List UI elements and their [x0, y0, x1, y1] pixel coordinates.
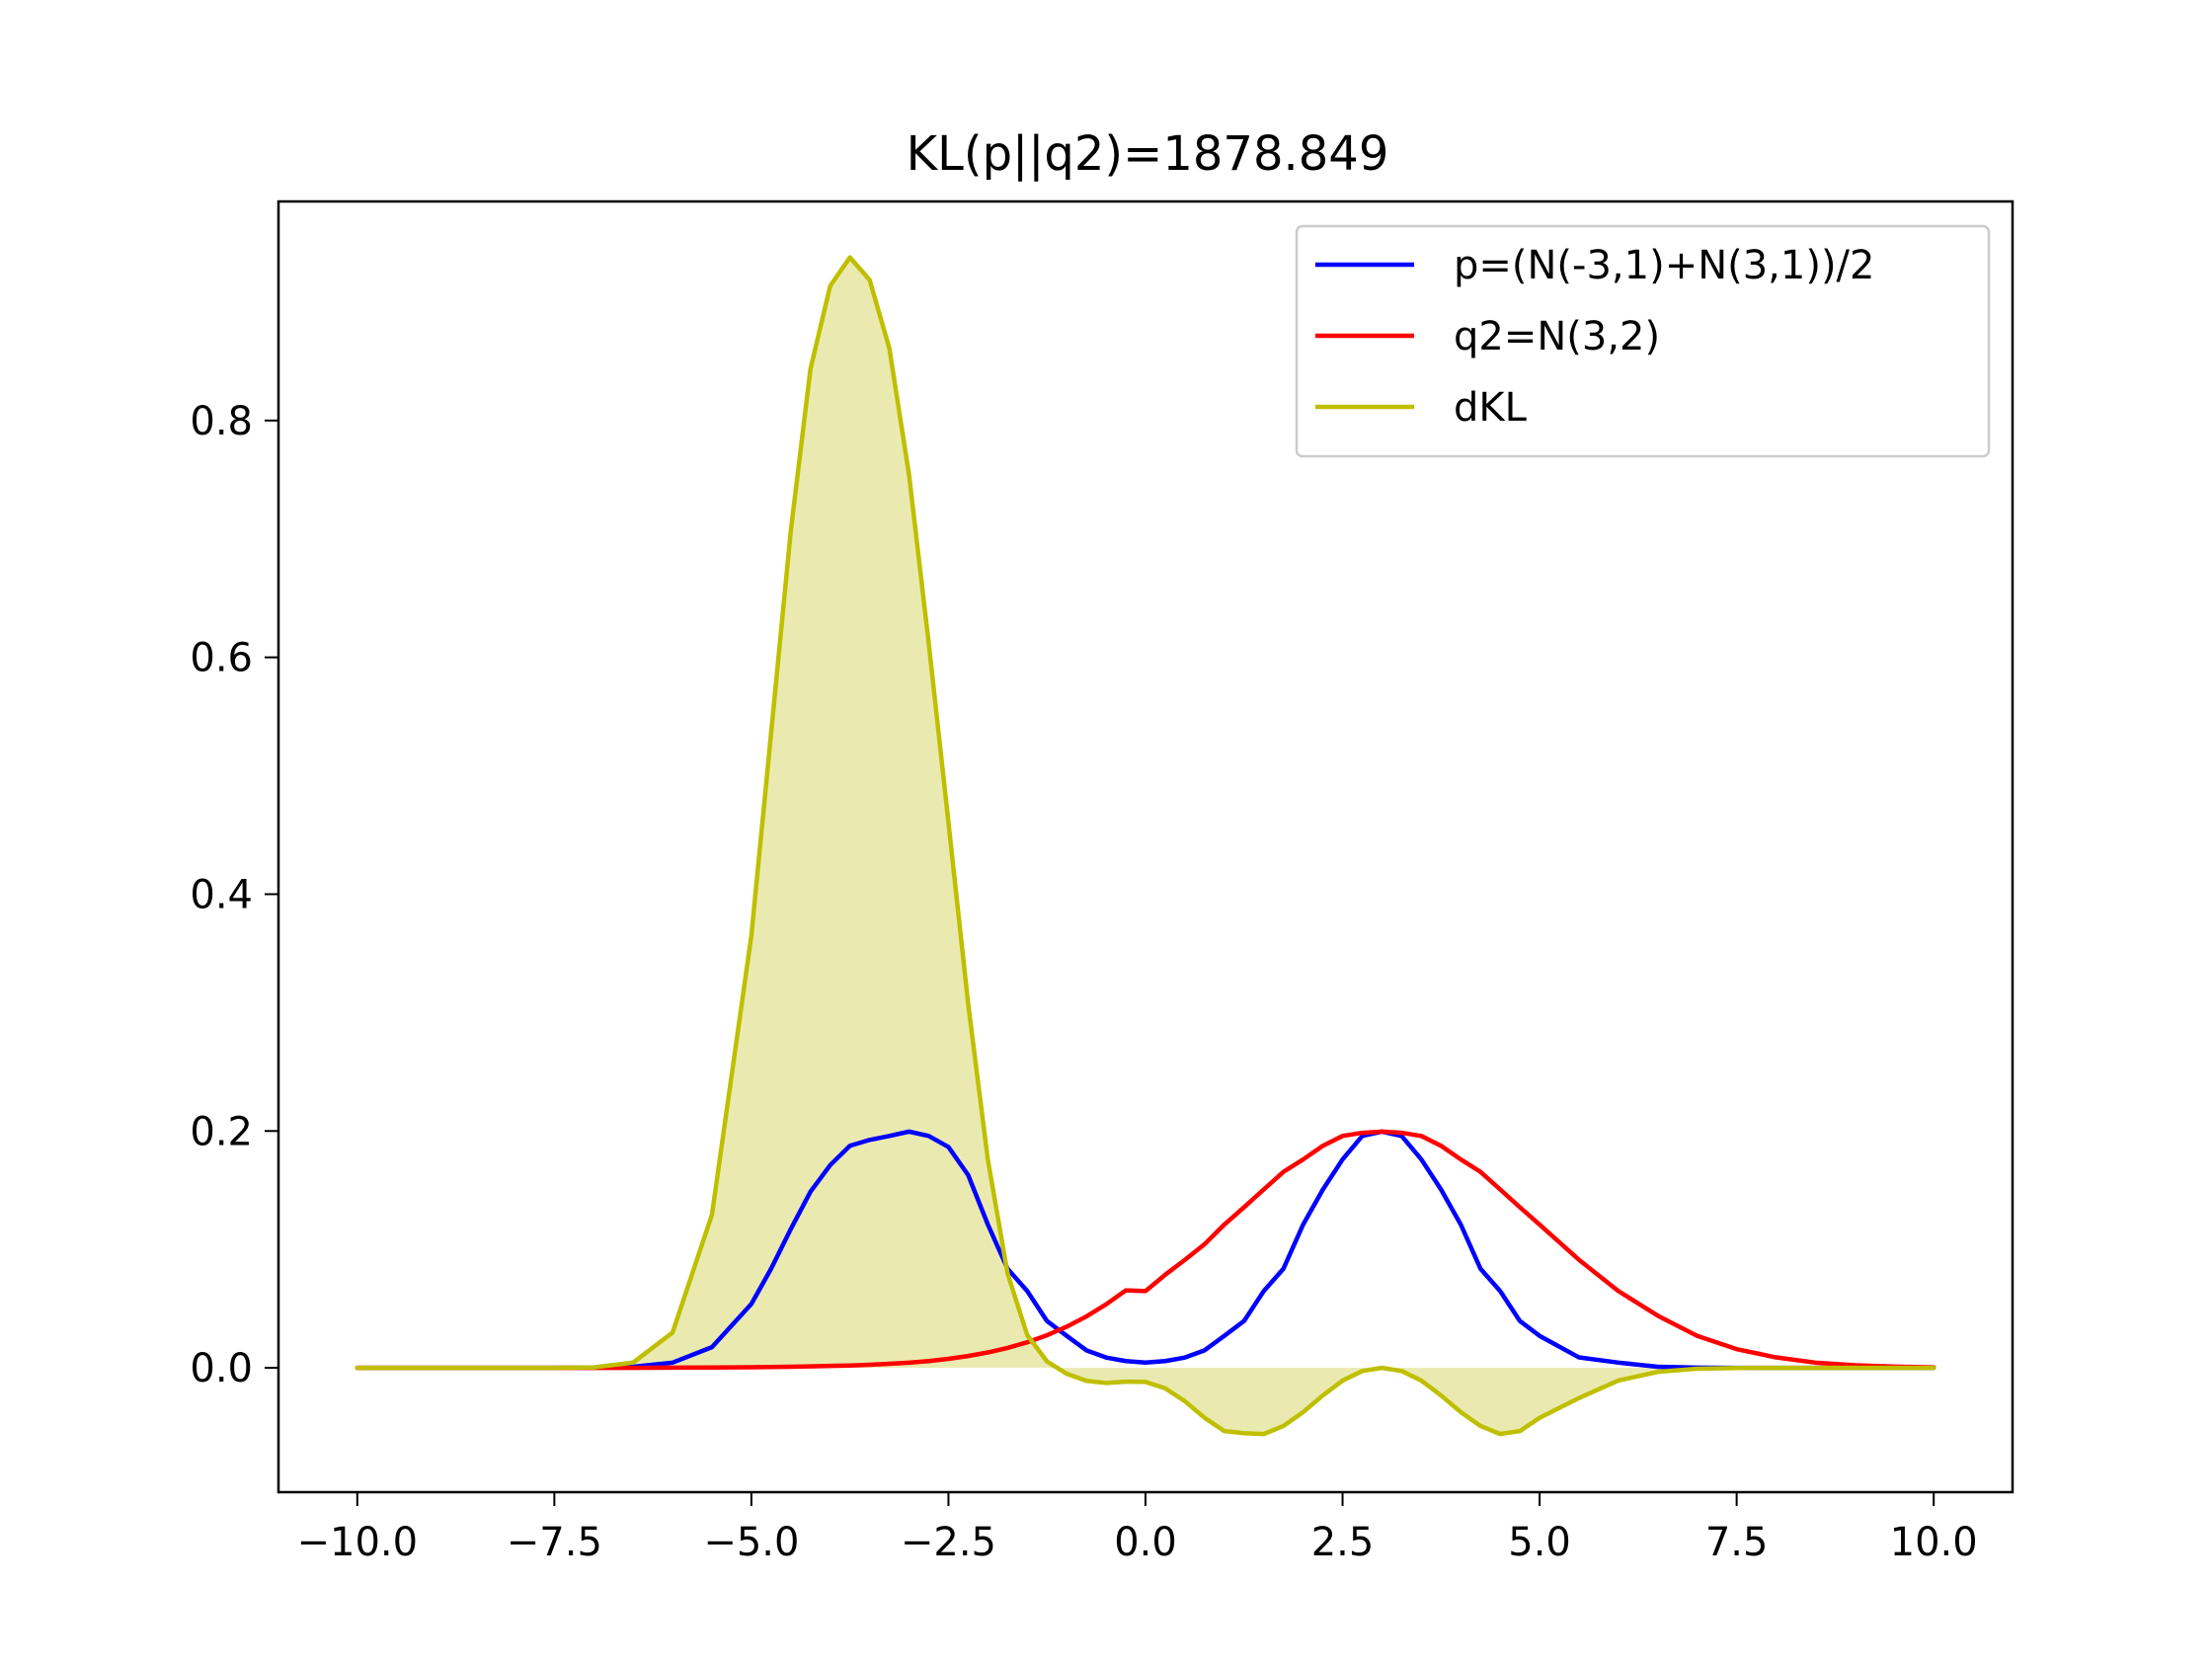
series-line-p-n-3-1-n-3-1-2 — [355, 1129, 1936, 1371]
x-tick-label: −5.0 — [703, 1520, 799, 1565]
legend-label-q2-n-3-2: q2=N(3,2) — [1454, 314, 1660, 359]
x-tick-label: 10.0 — [1890, 1520, 1978, 1565]
x-tick-label: −2.5 — [901, 1520, 996, 1565]
x-tick-label: −10.0 — [297, 1520, 419, 1565]
series-line-dkl — [355, 255, 1936, 1437]
series-lines — [355, 255, 1936, 1437]
legend: p=(N(-3,1)+N(3,1))/2 q2=N(3,2) dKL — [1295, 224, 1991, 458]
x-axis: −10.0 −7.5 −5.0 −2.5 0.0 2.5 5.0 7.5 10.0 — [297, 1492, 1978, 1565]
series-fill-dkl — [356, 257, 1935, 1435]
series-fills — [356, 257, 1935, 1435]
legend-box — [1295, 224, 1991, 458]
x-tick-label: 0.0 — [1114, 1520, 1177, 1565]
y-tick-label: 0.6 — [190, 636, 253, 681]
series-line-q2-n-3-2 — [355, 1129, 1936, 1371]
legend-label-dkl: dKL — [1454, 385, 1528, 431]
x-tick-label: −7.5 — [507, 1520, 602, 1565]
y-tick-label: 0.4 — [190, 872, 253, 917]
y-tick-label: 0.2 — [190, 1109, 253, 1154]
x-tick-label: 7.5 — [1705, 1520, 1769, 1565]
x-tick-label: 2.5 — [1311, 1520, 1375, 1565]
chart-title: KL(p||q2)=1878.849 — [907, 126, 1389, 182]
y-tick-label: 0.0 — [190, 1346, 253, 1391]
legend-label-p-n-3-1-n-3-1-2: p=(N(-3,1)+N(3,1))/2 — [1454, 243, 1874, 288]
x-tick-label: 5.0 — [1508, 1520, 1571, 1565]
y-axis: 0.0 0.2 0.4 0.6 0.8 — [190, 399, 278, 1391]
y-tick-label: 0.8 — [190, 399, 253, 444]
